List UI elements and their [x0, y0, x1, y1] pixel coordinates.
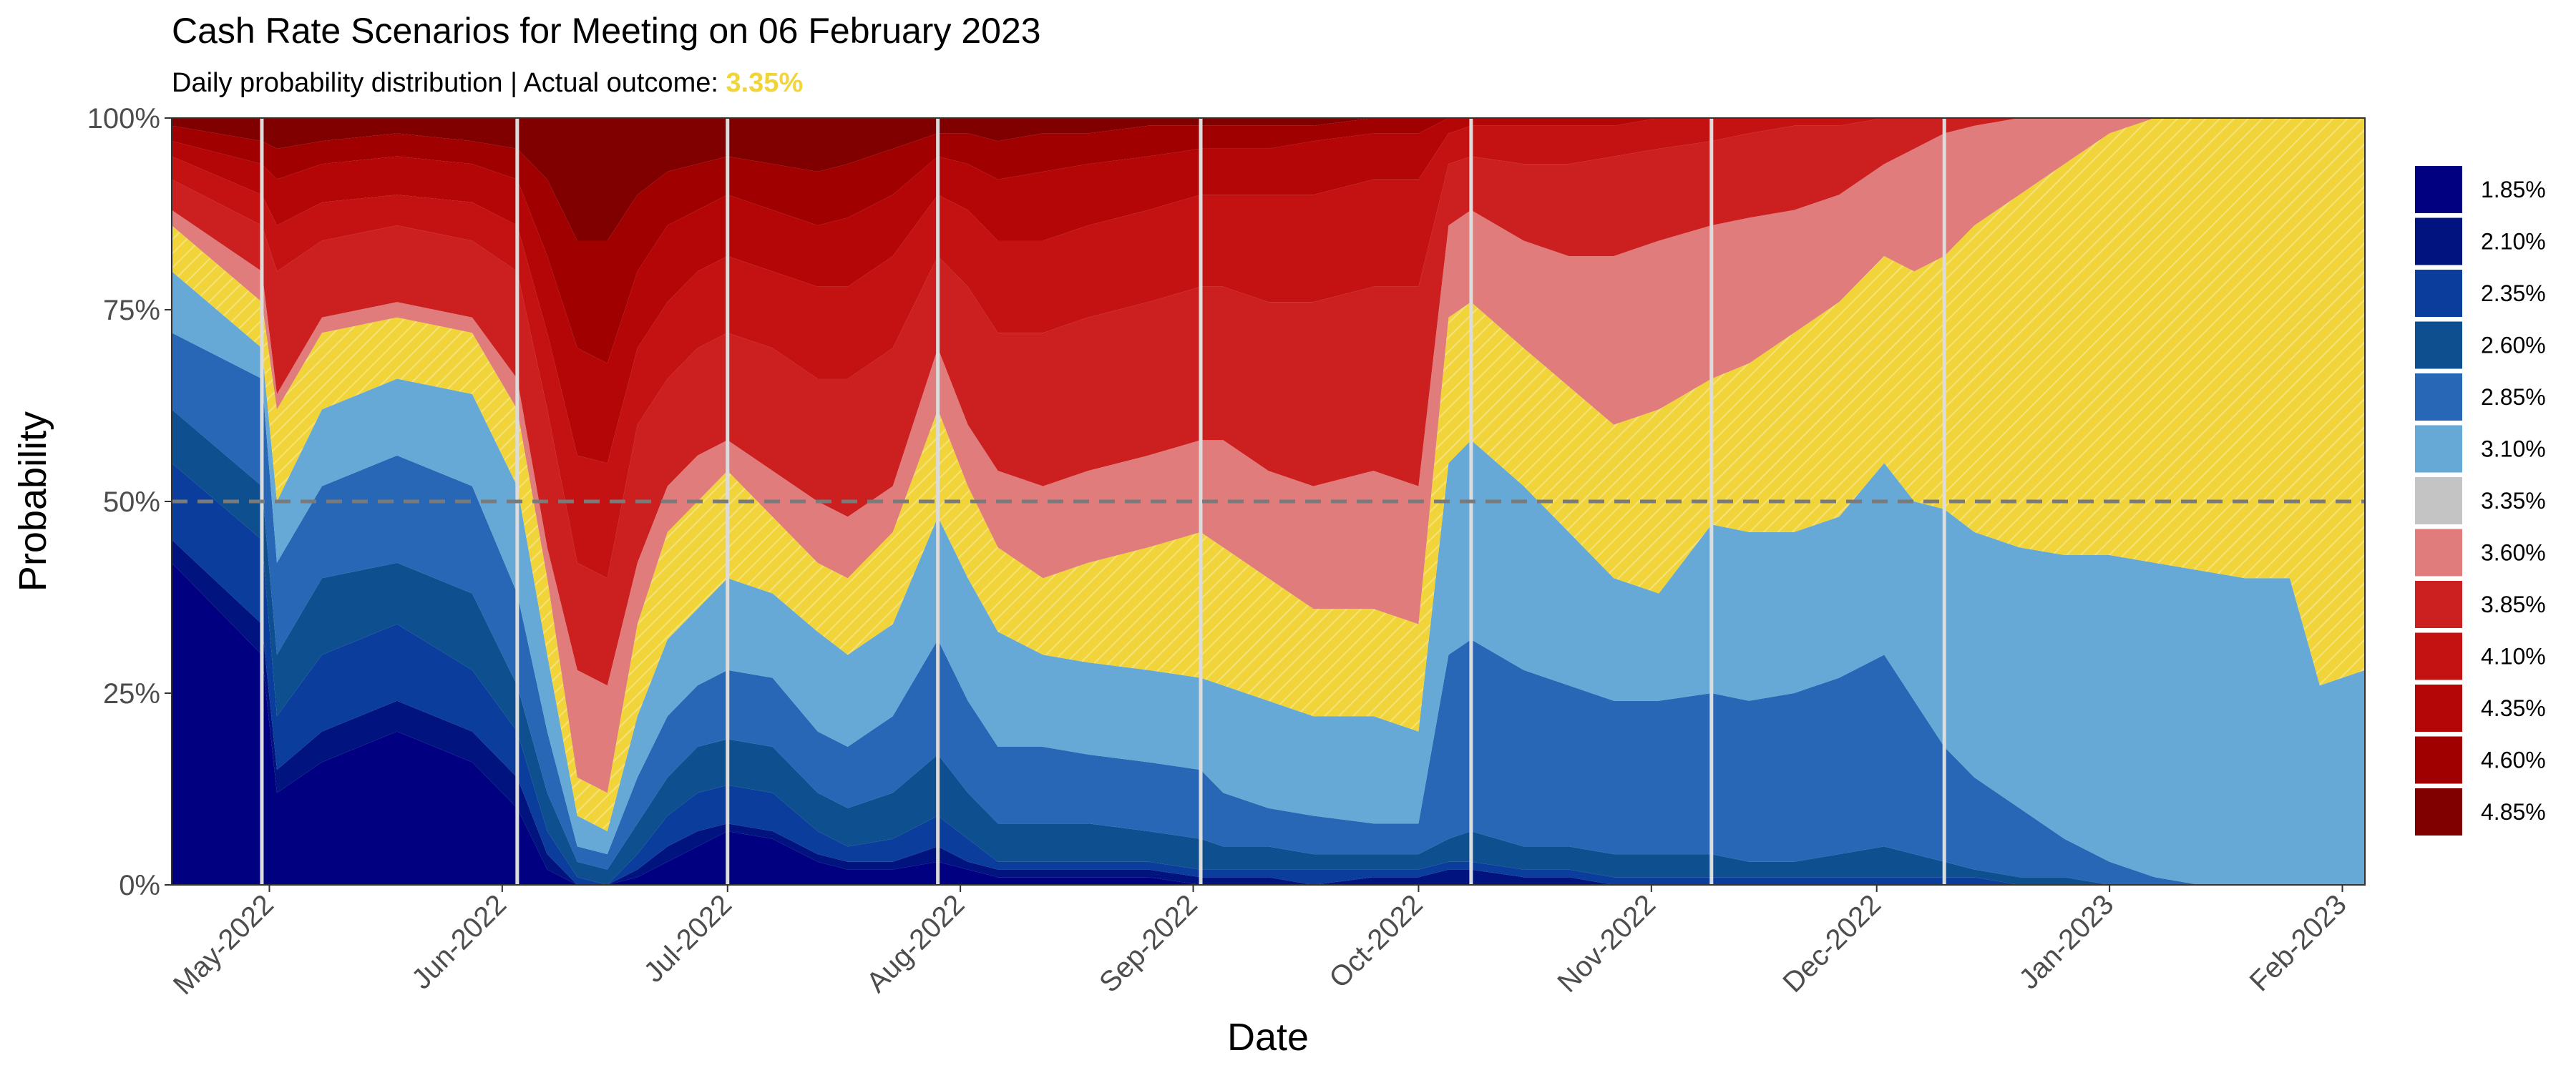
area-band-1-85 [172, 562, 2365, 885]
legend-label: 4.10% [2481, 644, 2546, 670]
x-axis-title: Date [1227, 1016, 1309, 1059]
y-tick-label: 75% [103, 295, 160, 326]
x-tick-label: Jun-2022 [406, 888, 512, 995]
plot-overlay [172, 118, 2365, 885]
legend-label: 3.35% [2481, 488, 2546, 514]
legend-label: 3.60% [2481, 540, 2546, 566]
x-tick-label: Jan-2023 [2013, 888, 2119, 995]
legend-label: 4.60% [2481, 748, 2546, 773]
legend-key [2415, 788, 2462, 836]
y-tick-label: 100% [87, 103, 160, 134]
area-band-4-60 [172, 118, 2365, 363]
subtitle-prefix: Daily probability distribution | Actual … [172, 68, 726, 98]
chart-title: Cash Rate Scenarios for Meeting on 06 Fe… [172, 11, 1041, 51]
area-band-3-35 [172, 118, 2365, 831]
legend-key [2415, 632, 2462, 680]
x-tick-label: Jul-2022 [638, 888, 738, 989]
legend-label: 2.85% [2481, 384, 2546, 410]
legend-label: 3.10% [2481, 436, 2546, 462]
x-tick-label: Oct-2022 [1323, 888, 1428, 994]
legend-label: 2.60% [2481, 333, 2546, 358]
x-tick-label: Nov-2022 [1551, 888, 1662, 999]
x-tick-label: May-2022 [167, 888, 280, 1001]
x-axis: May-2022 Jun-2022 Jul-2022 Aug-2022 Sep-2022… [167, 885, 2353, 1001]
legend-key [2415, 166, 2462, 213]
legend: 1.85% 2.10% 2.35% 2.60% 2.85% 3.10% 3.35% 3.60%… [2415, 166, 2546, 836]
x-tick-label: Feb-2023 [2244, 888, 2353, 997]
legend-label: 4.35% [2481, 695, 2546, 721]
legend-key [2415, 373, 2462, 421]
area-band-3-10 [172, 271, 2365, 885]
legend-key [2415, 270, 2462, 317]
y-axis-title: Probability [11, 411, 54, 592]
legend-key [2415, 321, 2462, 369]
legend-label: 1.85% [2481, 177, 2546, 202]
x-tick-label: Dec-2022 [1777, 888, 1887, 999]
area-band-2-60 [172, 409, 2365, 885]
x-tick-label: Sep-2022 [1093, 888, 1204, 999]
legend-label: 2.35% [2481, 280, 2546, 306]
area-band-2-85 [172, 333, 2365, 885]
y-axis: 0% 25% 50% 75% 100% [87, 103, 172, 901]
chart-subtitle: Daily probability distribution | Actual … [172, 68, 803, 98]
legend-key [2415, 581, 2462, 628]
x-tick-label: Aug-2022 [861, 888, 971, 999]
y-tick-label: 50% [103, 486, 160, 518]
legend-label: 3.85% [2481, 592, 2546, 617]
area-band-4-10 [172, 118, 2365, 579]
legend-label: 2.10% [2481, 229, 2546, 255]
area-band-3-60 [172, 118, 2365, 793]
legend-key [2415, 425, 2462, 473]
legend-key [2415, 685, 2462, 732]
area-band-3-85 [172, 118, 2365, 686]
legend-key [2415, 217, 2462, 265]
area-band-4-35 [172, 118, 2365, 464]
legend-key [2415, 736, 2462, 784]
plot-area [172, 118, 2365, 885]
actual-outcome-value: 3.35% [726, 68, 803, 98]
y-tick-label: 0% [119, 870, 160, 901]
legend-key [2415, 477, 2462, 524]
legend-label: 4.85% [2481, 799, 2546, 825]
area-band-4-85 [172, 118, 2365, 241]
legend-key [2415, 529, 2462, 577]
y-tick-label: 25% [103, 678, 160, 710]
